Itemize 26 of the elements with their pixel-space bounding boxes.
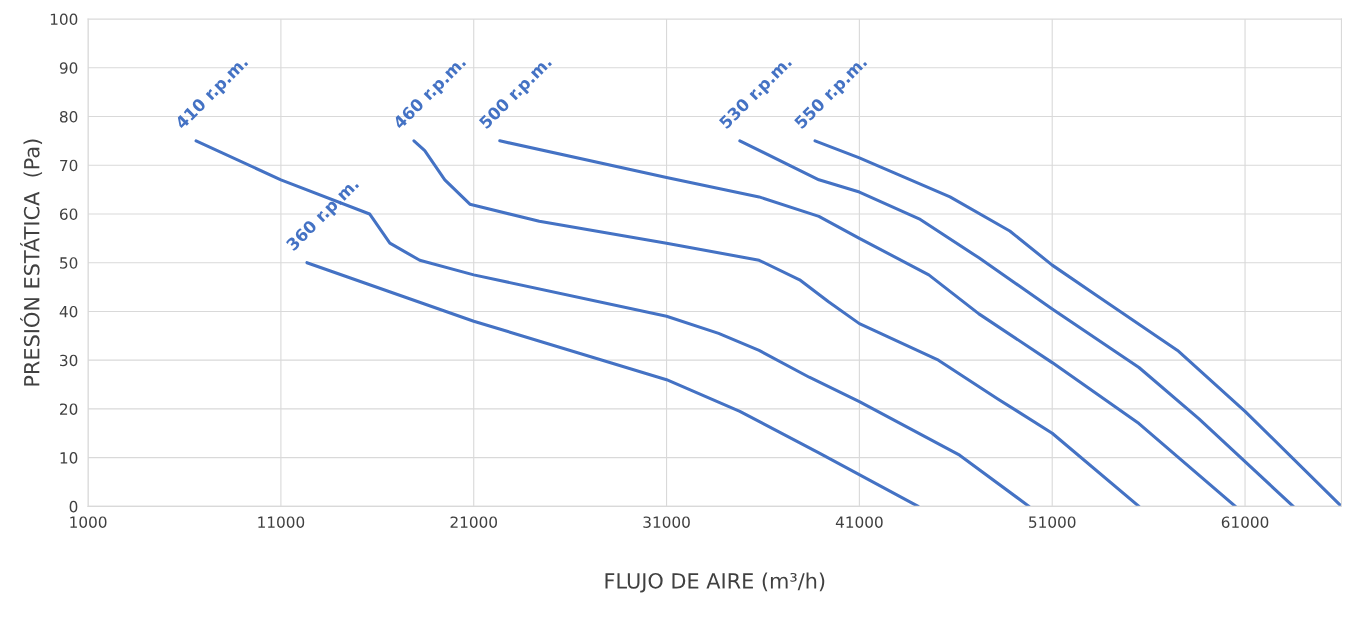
line-series bbox=[305, 261, 920, 507]
x-tick-label: 41000 bbox=[835, 516, 883, 528]
line-series bbox=[738, 139, 1295, 507]
line-series bbox=[412, 139, 1141, 507]
y-tick-label: 90 bbox=[59, 62, 78, 74]
y-tick-label: 60 bbox=[59, 208, 78, 220]
x-tick-label: 11000 bbox=[258, 516, 305, 528]
x-axis-title: FLUJO DE AIRE (m³/h) bbox=[605, 572, 825, 593]
y-tick-label: 20 bbox=[60, 403, 78, 415]
line-series bbox=[194, 139, 1031, 507]
y-tick-label: 80 bbox=[59, 110, 78, 123]
x-tick-label: 31000 bbox=[643, 516, 690, 528]
y-tick-label: 70 bbox=[60, 159, 78, 172]
y-axis-title: PRESIÓN ESTÁTICA (Pa) bbox=[20, 139, 43, 386]
x-tick-label: 61000 bbox=[1221, 516, 1269, 528]
y-tick-label: 40 bbox=[59, 305, 78, 318]
y-tick-label: 0 bbox=[69, 500, 78, 513]
y-tick-label: 100 bbox=[50, 13, 78, 26]
y-tick-label: 10 bbox=[60, 452, 78, 464]
y-tick-label: 30 bbox=[60, 354, 78, 367]
x-tick-label: 1000 bbox=[70, 516, 107, 528]
x-tick-label: 51000 bbox=[1029, 516, 1076, 528]
x-tick-label: 21000 bbox=[450, 516, 498, 528]
y-tick-label: 50 bbox=[60, 257, 78, 269]
line-series bbox=[498, 139, 1237, 507]
line-series bbox=[813, 139, 1342, 507]
